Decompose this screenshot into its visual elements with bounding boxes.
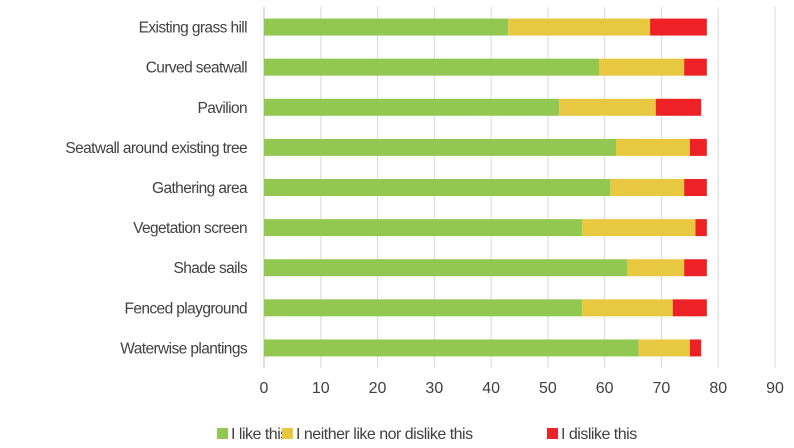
bar-segment-dislike xyxy=(684,179,707,196)
legend-swatch xyxy=(217,428,228,439)
x-tick-label: 0 xyxy=(260,380,269,397)
bar-segment-like xyxy=(264,58,599,76)
category-label: Gathering area xyxy=(152,180,248,197)
legend-label: I dislike this xyxy=(561,426,637,443)
legend: I like this I neither like nor dislike th… xyxy=(217,426,638,443)
bar-segment-dislike xyxy=(650,18,707,36)
bar-segment-neutral xyxy=(559,98,656,116)
bar-segment-neutral xyxy=(581,299,673,317)
bar-segment-dislike xyxy=(684,58,707,76)
x-tick-label: 80 xyxy=(709,380,727,397)
category-label: Curved seatwall xyxy=(146,60,247,77)
bar-segment-neutral xyxy=(616,138,690,156)
x-tick-label: 50 xyxy=(539,380,557,397)
bar-segment-neutral xyxy=(598,58,685,76)
bar-segment-dislike xyxy=(655,98,702,116)
category-label: Seatwall around existing tree xyxy=(65,140,247,157)
category-label: Vegetation screen xyxy=(133,220,247,237)
category-label: Fenced playground xyxy=(124,300,247,317)
x-tick-label: 70 xyxy=(653,380,671,397)
bar-segment-like xyxy=(264,179,611,196)
bar-segment-neutral xyxy=(627,259,685,277)
x-tick-label: 20 xyxy=(369,380,387,397)
bar-segment-neutral xyxy=(610,179,685,196)
bar-segment-neutral xyxy=(508,18,651,36)
x-tick-label: 10 xyxy=(312,380,330,397)
bar-segment-dislike xyxy=(695,219,707,237)
bar-segment-dislike xyxy=(689,339,702,357)
legend-label: I neither like nor dislike this xyxy=(296,426,473,443)
bar-segment-like xyxy=(264,138,617,156)
legend-swatch xyxy=(547,428,558,439)
legend-swatch xyxy=(282,428,293,439)
bar-segment-neutral xyxy=(638,339,690,357)
bar-segment-like xyxy=(264,219,582,237)
x-tick-labels: 0 10 20 30 40 50 60 70 80 90 xyxy=(260,380,784,397)
bar-segment-like xyxy=(264,18,509,36)
bar-segment-like xyxy=(264,299,582,317)
bar-segment-dislike xyxy=(689,138,707,156)
category-labels: Existing grass hill Curved seatwall Pavili… xyxy=(65,20,248,358)
x-tick-label: 30 xyxy=(425,380,443,397)
category-label: Pavilion xyxy=(198,100,247,117)
bar-segment-like xyxy=(264,339,639,357)
category-label: Existing grass hill xyxy=(139,20,247,37)
bars xyxy=(264,18,707,357)
category-label: Waterwise plantings xyxy=(120,340,248,357)
bar-segment-like xyxy=(264,98,560,116)
category-label: Shade sails xyxy=(173,260,247,277)
bar-segment-dislike xyxy=(672,299,707,317)
x-tick-label: 40 xyxy=(482,380,500,397)
bar-segment-dislike xyxy=(684,259,707,277)
x-tick-label: 60 xyxy=(596,380,614,397)
legend-label: I like this xyxy=(231,426,288,443)
x-tick-label: 90 xyxy=(766,380,784,397)
bar-segment-like xyxy=(264,259,628,277)
bar-segment-neutral xyxy=(581,219,696,237)
